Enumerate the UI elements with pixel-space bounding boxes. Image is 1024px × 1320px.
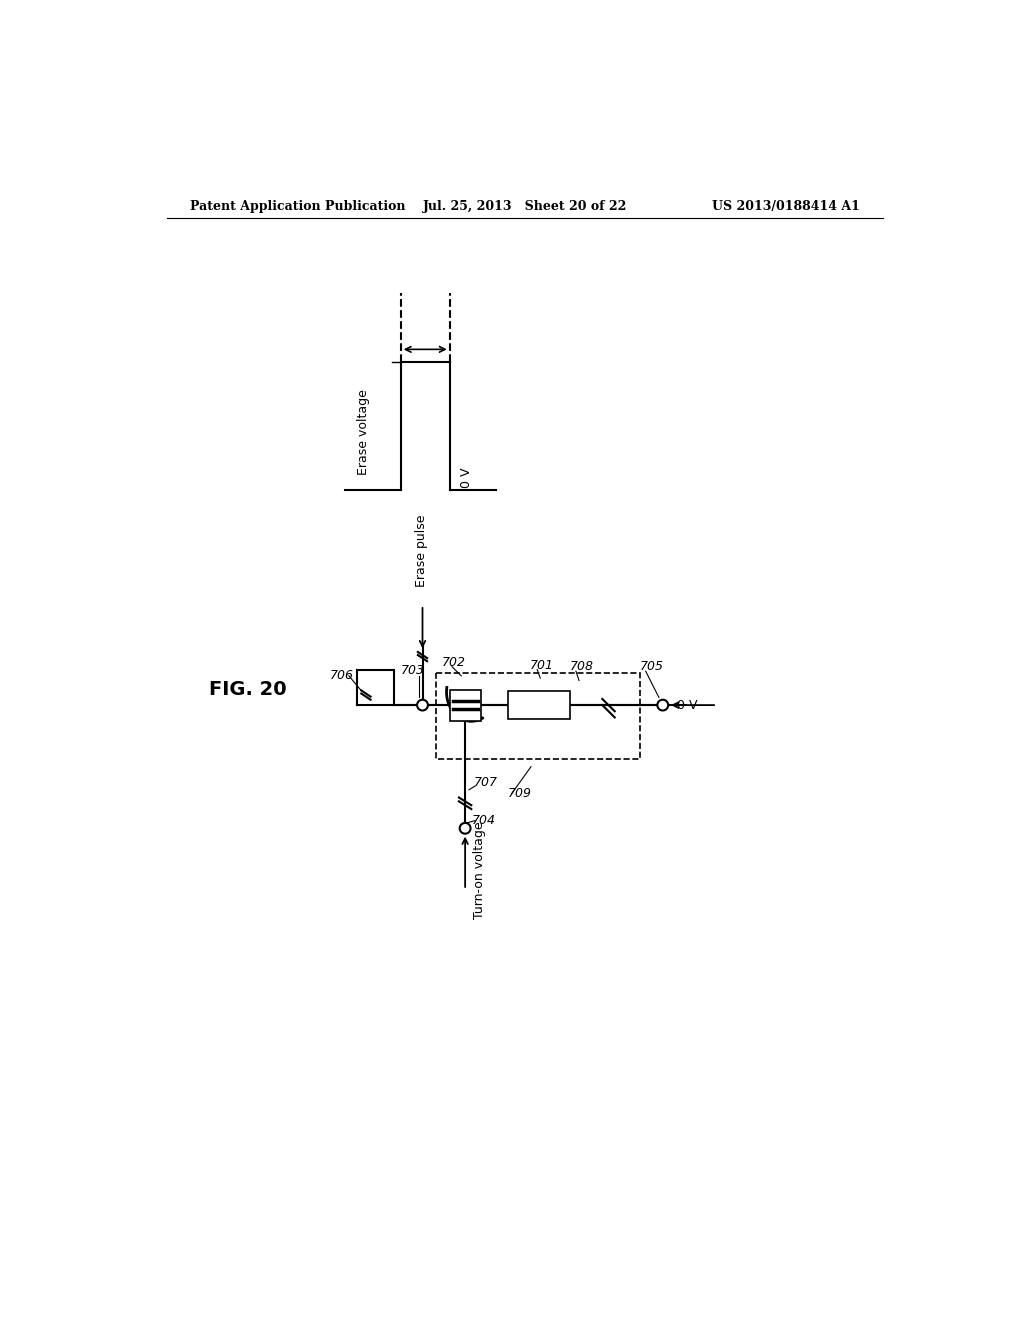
Text: Jul. 25, 2013   Sheet 20 of 22: Jul. 25, 2013 Sheet 20 of 22 — [423, 199, 627, 213]
Text: 706: 706 — [330, 669, 353, 682]
Text: 705: 705 — [640, 660, 664, 673]
Text: Erase voltage: Erase voltage — [356, 389, 370, 475]
Text: 0 V: 0 V — [460, 467, 473, 488]
Circle shape — [460, 822, 471, 834]
Bar — [450, 689, 480, 721]
Text: US 2013/0188414 A1: US 2013/0188414 A1 — [712, 199, 859, 213]
Text: 704: 704 — [472, 814, 496, 828]
Bar — [508, 692, 569, 719]
Text: 701: 701 — [529, 659, 553, 672]
Text: 703: 703 — [400, 664, 425, 677]
Text: 702: 702 — [442, 656, 466, 669]
Text: 708: 708 — [569, 660, 594, 673]
Text: 707: 707 — [474, 776, 498, 788]
Text: 0 V: 0 V — [677, 698, 697, 711]
Text: 709: 709 — [508, 787, 531, 800]
Circle shape — [657, 700, 669, 710]
Text: Turn-on voltage: Turn-on voltage — [473, 822, 485, 920]
Text: Erase pulse: Erase pulse — [415, 515, 428, 587]
Circle shape — [417, 700, 428, 710]
Bar — [436, 673, 640, 759]
Text: FIG. 20: FIG. 20 — [209, 680, 287, 700]
Text: Patent Application Publication: Patent Application Publication — [190, 199, 406, 213]
